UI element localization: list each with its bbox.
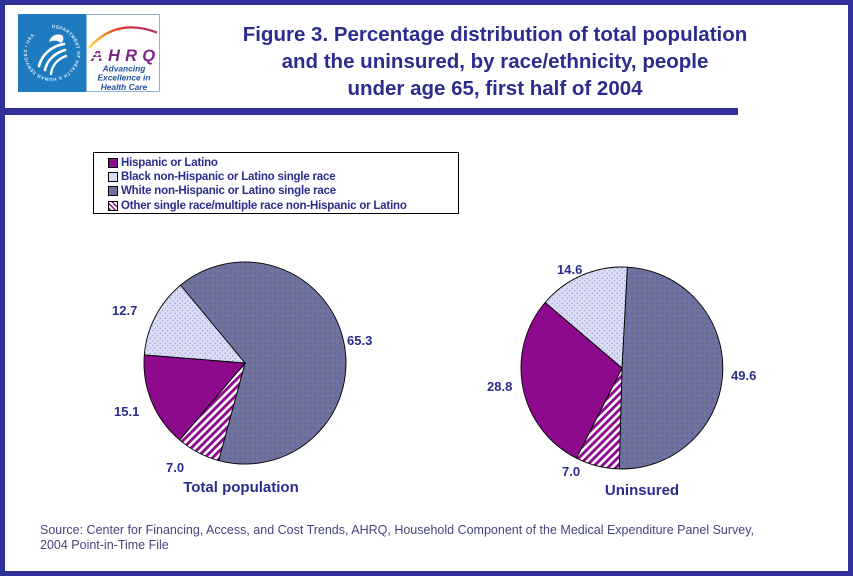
pie-label-other-uninsured: 7.0	[562, 464, 581, 479]
legend-label: Black non-Hispanic or Latino single race	[121, 171, 336, 184]
source-line-1: Source: Center for Financing, Access, an…	[40, 523, 755, 537]
pie-caption-total-population: Total population	[183, 479, 299, 496]
ahrq-arc-icon	[88, 26, 158, 49]
pie-label-hispanic-total: 15.1	[114, 404, 140, 419]
agency-logo: DEPARTMENT OF HEALTH & HUMAN SERVICES • …	[18, 14, 160, 92]
ahrq-acronym: AHRQ	[90, 46, 155, 65]
page-title: Figure 3. Percentage distribution of tot…	[170, 21, 820, 102]
title-line-1: Figure 3. Percentage distribution of tot…	[242, 23, 748, 46]
pie-slice-white	[618, 266, 724, 470]
hhs-logo: DEPARTMENT OF HEALTH & HUMAN SERVICES • …	[18, 14, 86, 92]
pie-slice-white	[179, 261, 347, 465]
title-line-3: under age 65, first half of 2004	[347, 77, 643, 100]
legend-item-hispanic: Hispanic or Latino	[108, 156, 458, 170]
legend-swatch-hispanic	[108, 158, 118, 169]
pie-slice-black	[143, 284, 247, 364]
legend-label: Other single race/multiple race non-Hisp…	[121, 199, 407, 212]
hhs-eagle-icon	[37, 34, 68, 76]
source-line-2: 2004 Point-in-Time File	[40, 538, 169, 552]
legend-item-other: Other single race/multiple race non-Hisp…	[108, 199, 458, 213]
pie-label-black-total: 12.7	[112, 303, 138, 318]
pie-slice-black	[544, 266, 628, 369]
pie-label-hispanic-uninsured: 28.8	[487, 379, 513, 394]
pie-chart-uninsured	[520, 266, 724, 470]
legend-label: Hispanic or Latino	[121, 157, 218, 170]
legend-swatch-black	[108, 172, 118, 183]
legend-swatch-white	[108, 186, 118, 197]
title-line-2: and the uninsured, by race/ethnicity, pe…	[281, 50, 709, 73]
source-note: Source: Center for Financing, Access, an…	[40, 523, 754, 553]
legend-item-white: White non-Hispanic or Latino single race	[108, 184, 458, 198]
chart-legend: Hispanic or Latino Black non-Hispanic or…	[93, 152, 459, 214]
pie-caption-uninsured: Uninsured	[604, 482, 680, 499]
pie-slice-hispanic	[143, 354, 246, 441]
title-divider-bar	[5, 108, 738, 115]
pie-label-white-total: 65.3	[347, 333, 373, 348]
ahrq-tagline-line1: Advancing	[102, 63, 146, 73]
pie-label-white-uninsured: 49.6	[731, 368, 757, 383]
pie-label-black-uninsured: 14.6	[557, 262, 583, 277]
legend-item-black: Black non-Hispanic or Latino single race	[108, 170, 458, 184]
ahrq-tagline-line2: Excellence in	[97, 73, 150, 83]
ahrq-logo: AHRQ Advancing Excellence in Health Care	[86, 14, 160, 92]
pie-chart-total-population	[143, 261, 347, 465]
legend-label: White non-Hispanic or Latino single race	[121, 185, 336, 198]
ahrq-speedlines	[87, 49, 111, 59]
pie-slice-hispanic	[520, 301, 623, 459]
ahrq-tagline-line3: Health Care	[101, 82, 148, 91]
legend-swatch-other	[108, 200, 118, 211]
pie-label-other-total: 7.0	[166, 460, 185, 475]
